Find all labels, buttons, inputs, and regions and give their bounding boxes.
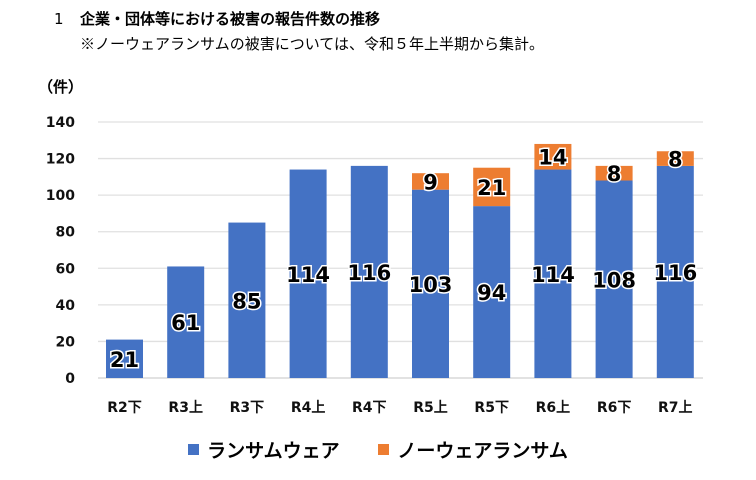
data-label-ransomware: 94 [477, 281, 506, 305]
bar-ransomware [412, 189, 449, 378]
bar-ransomware [167, 266, 205, 378]
bar-noware-ransom [595, 165, 633, 181]
y-tick-label: 120 [46, 152, 75, 168]
y-axis-unit-label: （件） [38, 78, 84, 96]
x-tick-label: R4上 [291, 400, 326, 416]
section-note: ※ノーウェアランサムの被害については、令和５年上半期から集計。 [80, 35, 544, 53]
section-title: 企業・団体等における被害の報告件数の推移 [80, 10, 381, 28]
stacked-bar-chart: 0 20 40 60 80 100 120 140 R2下 R3上 R3下 R4上 R4下 R5上 R5下… [46, 115, 703, 416]
x-tick-label: R4下 [352, 400, 387, 416]
data-label-noware-ransom: 14 [538, 146, 567, 170]
legend-label-noware-ransom: ノーウェアランサム [397, 440, 568, 462]
data-label-ransomware: 108 [592, 268, 636, 292]
data-label-ransomware: 116 [653, 261, 697, 285]
data-label-ransomware: 61 [171, 311, 200, 335]
bar-noware-ransom [656, 151, 694, 166]
y-tick-label: 20 [56, 334, 76, 350]
section-heading: 1 企業・団体等における被害の報告件数の推移 [54, 8, 380, 29]
bar-noware-ransom [473, 167, 511, 207]
data-labels: 21 61 85 114 116 9 103 21 94 14 114 8 108 8 116 [108, 144, 698, 373]
y-axis-ticks: 0 20 40 60 80 100 120 140 [46, 115, 75, 387]
bar-ransomware [228, 222, 266, 378]
legend: ランサムウェア ノーウェアランサム [0, 436, 756, 463]
bar-ransomware [106, 339, 143, 378]
y-tick-label: 60 [56, 261, 76, 277]
y-tick-label: 80 [56, 225, 76, 241]
bars [106, 143, 694, 378]
bar-ransomware [473, 206, 511, 378]
data-label-ransomware: 21 [110, 348, 139, 372]
x-tick-label: R7上 [658, 400, 693, 416]
y-tick-label: 140 [46, 115, 75, 131]
legend-item-noware-ransom: ノーウェアランサム [378, 436, 568, 463]
bar-ransomware [534, 169, 572, 378]
data-label-ransomware: 85 [232, 289, 261, 313]
bar-noware-ransom [534, 143, 572, 170]
x-tick-label: R3下 [230, 400, 265, 416]
data-label-ransomware: 103 [409, 273, 453, 297]
legend-item-ransomware: ランサムウェア [188, 436, 340, 463]
legend-swatch-noware-ransom [378, 444, 390, 455]
data-label-noware-ransom: 8 [607, 162, 622, 186]
bar-ransomware [350, 165, 388, 378]
data-label-noware-ransom: 8 [668, 148, 683, 172]
bar-ransomware [289, 169, 327, 378]
y-tick-label: 0 [65, 371, 75, 387]
data-label-ransomware: 116 [347, 261, 391, 285]
legend-swatch-ransomware [188, 444, 200, 455]
x-tick-label: R3上 [168, 400, 203, 416]
x-tick-label: R5下 [474, 400, 509, 416]
data-label-ransomware: 114 [531, 263, 575, 287]
section-number: 1 [54, 10, 64, 28]
x-axis-labels: R2下 R3上 R3下 R4上 R4下 R5上 R5下 R6上 R6下 R7上 [107, 400, 692, 416]
y-tick-label: 100 [46, 188, 75, 204]
x-tick-label: R6上 [536, 400, 571, 416]
data-label-noware-ransom: 9 [423, 170, 438, 194]
x-tick-label: R5上 [413, 400, 448, 416]
x-tick-label: R6下 [597, 400, 632, 416]
bar-noware-ransom [412, 173, 449, 190]
y-tick-label: 40 [56, 298, 76, 314]
data-label-noware-ransom: 21 [477, 176, 506, 200]
data-label-ransomware: 114 [286, 263, 330, 287]
legend-label-ransomware: ランサムウェア [207, 440, 340, 462]
x-tick-label: R2下 [107, 400, 142, 416]
bar-ransomware [595, 180, 633, 378]
bar-ransomware [656, 165, 694, 378]
